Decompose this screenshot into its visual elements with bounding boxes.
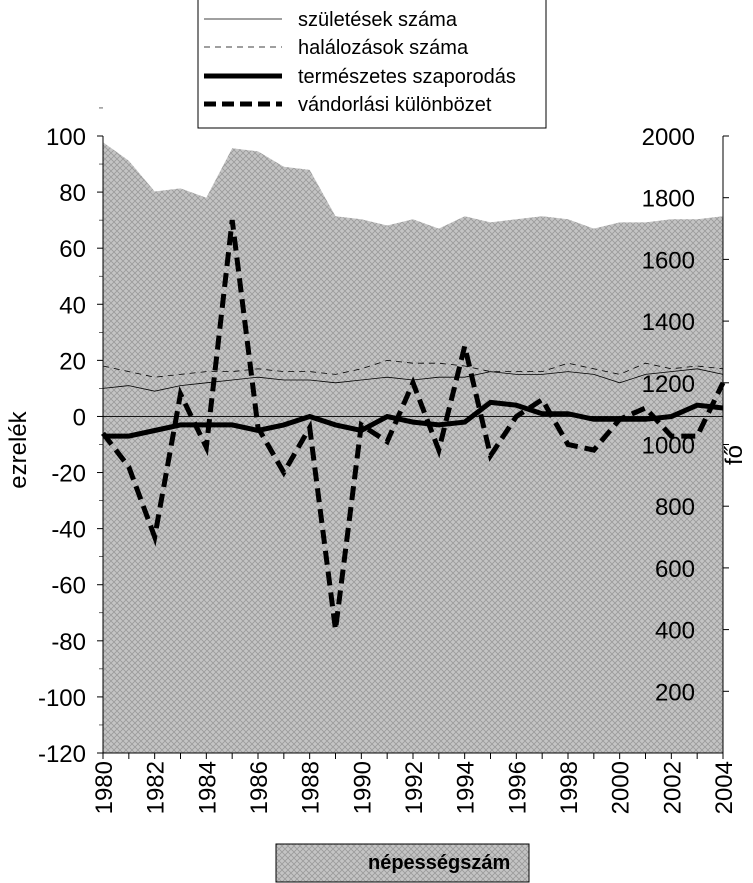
y-tick-label-left: -20 <box>51 461 86 488</box>
plot-area: 100806040200-20-40-60-80-100-12020001800… <box>38 107 738 814</box>
x-tick-label: 1996 <box>504 761 531 814</box>
y-tick-label-right: 400 <box>655 618 695 645</box>
y-tick-label-right: 2000 <box>642 124 695 151</box>
y-tick-label-left: 60 <box>59 236 86 263</box>
y-tick-label-left: 0 <box>73 404 86 431</box>
y-axis-title-right: fő <box>721 445 748 465</box>
x-tick-label: 2002 <box>659 761 686 814</box>
y-tick-label-right: 800 <box>655 494 695 521</box>
x-tick-label: 1994 <box>453 761 480 814</box>
legend-label-natural-increase: természetes szaporodás <box>298 66 516 88</box>
x-tick-label: 1986 <box>246 761 273 814</box>
legend-top: születések száma halálozások száma termé… <box>197 0 547 129</box>
x-tick-label: 1984 <box>194 761 221 814</box>
x-tick-label: 2004 <box>711 761 738 814</box>
series-area-population <box>103 142 723 753</box>
x-tick-label: 1990 <box>349 761 376 814</box>
y-tick-label-left: -40 <box>51 517 86 544</box>
y-tick-label-right: 1600 <box>642 247 695 274</box>
legend-bottom: népességszám <box>275 843 530 883</box>
x-tick-label: 2000 <box>608 761 635 814</box>
y-tick-label-right: 200 <box>655 679 695 706</box>
y-tick-label-left: 80 <box>59 180 86 207</box>
x-tick-label: 1980 <box>91 761 118 814</box>
y-tick-label-right: 600 <box>655 556 695 583</box>
legend-swatch-population <box>275 843 530 883</box>
legend-label-population: népességszám <box>368 852 510 874</box>
y-tick-label-right: 1400 <box>642 309 695 336</box>
y-tick-label-left: -80 <box>51 629 86 656</box>
y-tick-label-left: -60 <box>51 573 86 600</box>
y-tick-label-left: 20 <box>59 348 86 375</box>
y-axis-title-left: ezrelék <box>5 410 32 488</box>
legend-top-box <box>197 0 547 129</box>
y-tick-label-left: 100 <box>46 124 86 151</box>
y-tick-label-right: 1800 <box>642 186 695 213</box>
legend-label-migration: vándorlási különbözet <box>298 94 492 116</box>
x-tick-label: 1998 <box>556 761 583 814</box>
x-tick-label: 1982 <box>143 761 170 814</box>
y-tick-label-left: 40 <box>59 292 86 319</box>
legend-label-deaths: halálozások száma <box>298 37 469 59</box>
legend-label-births: születések száma <box>298 9 458 31</box>
y-tick-label-left: -100 <box>38 685 86 712</box>
y-tick-label-right: 1200 <box>642 371 695 398</box>
x-tick-label: 1992 <box>401 761 428 814</box>
y-tick-label-left: -120 <box>38 741 86 768</box>
x-tick-label: 1988 <box>298 761 325 814</box>
